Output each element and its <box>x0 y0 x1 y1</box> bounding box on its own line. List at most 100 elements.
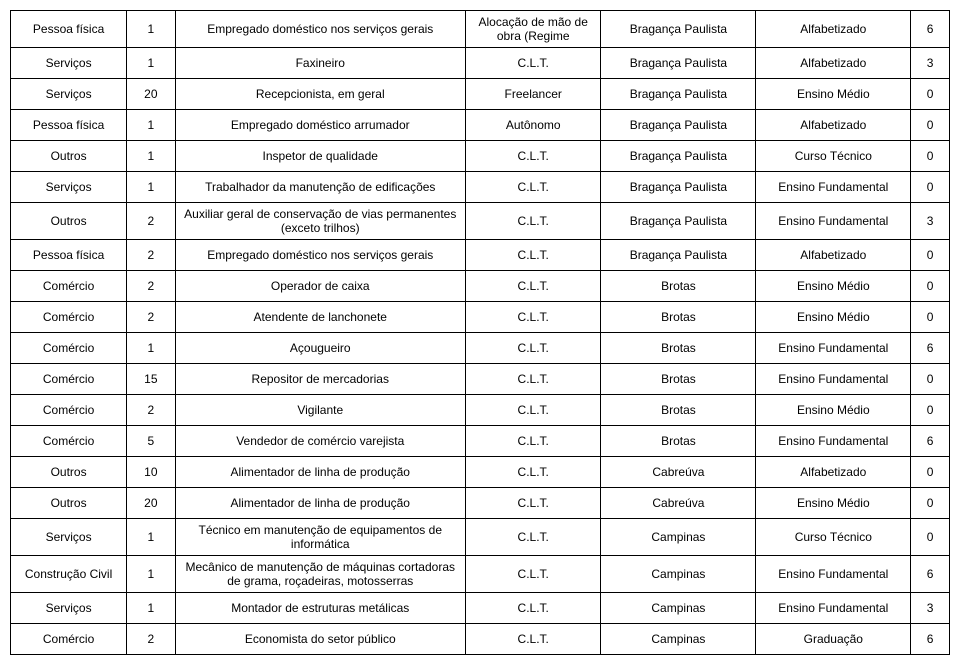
table-cell: 0 <box>911 141 950 172</box>
table-cell: Alfabetizado <box>756 457 911 488</box>
table-row: Serviços1Montador de estruturas metálica… <box>11 593 950 624</box>
table-cell: C.L.T. <box>465 519 601 556</box>
table-cell: Alfabetizado <box>756 110 911 141</box>
table-cell: Bragança Paulista <box>601 240 756 271</box>
table-cell: Comércio <box>11 426 127 457</box>
table-cell: Serviços <box>11 172 127 203</box>
table-row: Serviços1Técnico em manutenção de equipa… <box>11 519 950 556</box>
table-cell: C.L.T. <box>465 624 601 655</box>
table-cell: Trabalhador da manutenção de edificações <box>175 172 465 203</box>
table-cell: Comércio <box>11 333 127 364</box>
table-cell: C.L.T. <box>465 364 601 395</box>
table-cell: 1 <box>127 141 175 172</box>
table-row: Serviços1Trabalhador da manutenção de ed… <box>11 172 950 203</box>
table-cell: Pessoa física <box>11 240 127 271</box>
table-cell: Recepcionista, em geral <box>175 79 465 110</box>
table-cell: 0 <box>911 519 950 556</box>
table-cell: Brotas <box>601 426 756 457</box>
table-cell: 1 <box>127 48 175 79</box>
table-cell: C.L.T. <box>465 426 601 457</box>
table-cell: Construção Civil <box>11 556 127 593</box>
table-cell: Empregado doméstico nos serviços gerais <box>175 11 465 48</box>
table-cell: C.L.T. <box>465 593 601 624</box>
table-row: Serviços20Recepcionista, em geralFreelan… <box>11 79 950 110</box>
table-cell: 6 <box>911 11 950 48</box>
table-cell: Bragança Paulista <box>601 79 756 110</box>
table-cell: Pessoa física <box>11 110 127 141</box>
table-cell: Bragança Paulista <box>601 172 756 203</box>
table-cell: 6 <box>911 624 950 655</box>
table-cell: C.L.T. <box>465 240 601 271</box>
table-cell: Cabreúva <box>601 488 756 519</box>
table-cell: Alocação de mão de obra (Regime <box>465 11 601 48</box>
table-cell: 20 <box>127 488 175 519</box>
table-cell: 2 <box>127 271 175 302</box>
table-cell: Vendedor de comércio varejista <box>175 426 465 457</box>
table-cell: Montador de estruturas metálicas <box>175 593 465 624</box>
table-cell: C.L.T. <box>465 203 601 240</box>
table-cell: Autônomo <box>465 110 601 141</box>
table-cell: C.L.T. <box>465 302 601 333</box>
table-cell: Açougueiro <box>175 333 465 364</box>
table-cell: Operador de caixa <box>175 271 465 302</box>
table-cell: Alfabetizado <box>756 48 911 79</box>
table-cell: 0 <box>911 271 950 302</box>
table-row: Pessoa física1Empregado doméstico arruma… <box>11 110 950 141</box>
table-cell: Campinas <box>601 519 756 556</box>
table-cell: C.L.T. <box>465 395 601 426</box>
table-cell: Ensino Fundamental <box>756 203 911 240</box>
table-cell: Ensino Fundamental <box>756 556 911 593</box>
table-cell: Outros <box>11 141 127 172</box>
table-cell: Comércio <box>11 302 127 333</box>
table-cell: 0 <box>911 302 950 333</box>
table-cell: 2 <box>127 203 175 240</box>
table-cell: 6 <box>911 556 950 593</box>
table-cell: 3 <box>911 593 950 624</box>
table-row: Serviços1FaxineiroC.L.T.Bragança Paulist… <box>11 48 950 79</box>
table-cell: 20 <box>127 79 175 110</box>
table-cell: C.L.T. <box>465 333 601 364</box>
table-cell: Outros <box>11 203 127 240</box>
table-cell: Brotas <box>601 302 756 333</box>
table-cell: 1 <box>127 556 175 593</box>
table-cell: Comércio <box>11 364 127 395</box>
table-cell: Serviços <box>11 519 127 556</box>
table-cell: Ensino Médio <box>756 79 911 110</box>
table-cell: Pessoa física <box>11 11 127 48</box>
table-cell: Ensino Fundamental <box>756 364 911 395</box>
table-cell: 1 <box>127 519 175 556</box>
table-row: Comércio1AçougueiroC.L.T.BrotasEnsino Fu… <box>11 333 950 364</box>
table-cell: Vigilante <box>175 395 465 426</box>
table-cell: Alfabetizado <box>756 240 911 271</box>
table-cell: Alimentador de linha de produção <box>175 488 465 519</box>
table-cell: Ensino Médio <box>756 395 911 426</box>
table-cell: Alimentador de linha de produção <box>175 457 465 488</box>
table-cell: Economista do setor público <box>175 624 465 655</box>
table-row: Comércio5Vendedor de comércio varejistaC… <box>11 426 950 457</box>
table-cell: Brotas <box>601 333 756 364</box>
table-cell: 0 <box>911 364 950 395</box>
table-cell: C.L.T. <box>465 172 601 203</box>
table-cell: 1 <box>127 593 175 624</box>
table-row: Comércio2Economista do setor públicoC.L.… <box>11 624 950 655</box>
table-cell: Bragança Paulista <box>601 203 756 240</box>
table-cell: C.L.T. <box>465 271 601 302</box>
table-cell: 2 <box>127 395 175 426</box>
table-row: Outros10Alimentador de linha de produção… <box>11 457 950 488</box>
table-cell: C.L.T. <box>465 141 601 172</box>
table-row: Comércio15Repositor de mercadoriasC.L.T.… <box>11 364 950 395</box>
data-table: Pessoa física1Empregado doméstico nos se… <box>10 10 950 655</box>
table-cell: Comércio <box>11 395 127 426</box>
table-cell: 3 <box>911 203 950 240</box>
table-row: Comércio2Operador de caixaC.L.T.BrotasEn… <box>11 271 950 302</box>
table-cell: Serviços <box>11 48 127 79</box>
table-cell: Brotas <box>601 395 756 426</box>
table-row: Pessoa física1Empregado doméstico nos se… <box>11 11 950 48</box>
table-cell: Ensino Médio <box>756 488 911 519</box>
table-cell: 6 <box>911 426 950 457</box>
table-cell: C.L.T. <box>465 48 601 79</box>
table-cell: 2 <box>127 624 175 655</box>
table-cell: Ensino Médio <box>756 271 911 302</box>
table-cell: Auxiliar geral de conservação de vias pe… <box>175 203 465 240</box>
table-cell: 0 <box>911 395 950 426</box>
